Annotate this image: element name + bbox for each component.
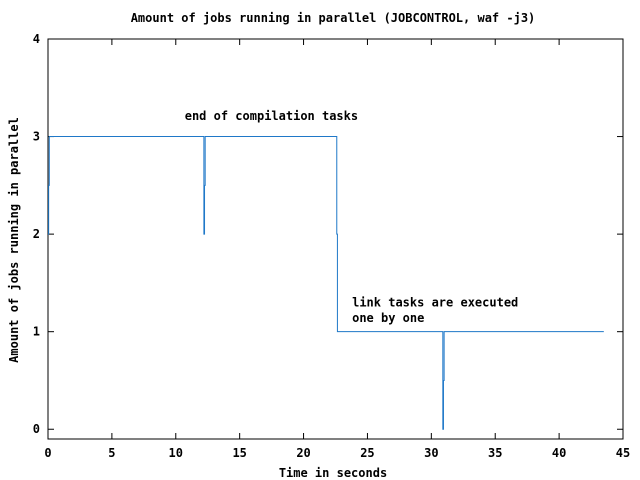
y-tick-label: 1 — [33, 325, 40, 339]
annotation-text: one by one — [352, 311, 424, 325]
y-axis-label: Amount of jobs running in parallel — [7, 117, 21, 363]
x-tick-label: 15 — [232, 446, 246, 460]
x-tick-label: 0 — [44, 446, 51, 460]
annotation-text: link tasks are executed — [352, 295, 518, 309]
y-tick-label: 4 — [33, 32, 40, 46]
x-tick-label: 40 — [552, 446, 566, 460]
x-axis: 0 5 10 15 20 25 30 35 40 45 — [44, 39, 630, 460]
x-tick-label: 30 — [424, 446, 438, 460]
plot-frame — [47, 38, 624, 440]
x-tick-label: 45 — [616, 446, 630, 460]
x-tick-label: 35 — [488, 446, 502, 460]
y-axis: 0 1 2 3 4 — [33, 32, 623, 436]
series-line — [48, 136, 604, 430]
y-tick-label: 0 — [33, 422, 40, 436]
x-axis-label: Time in seconds — [279, 466, 387, 480]
x-tick-label: 10 — [169, 446, 183, 460]
annotation-text: end of compilation tasks — [185, 109, 358, 123]
y-tick-label: 2 — [33, 227, 40, 241]
y-tick-label: 3 — [33, 130, 40, 144]
annotations: end of compilation tasks link tasks are e… — [185, 109, 519, 325]
x-tick-label: 5 — [108, 446, 115, 460]
x-tick-label: 20 — [296, 446, 310, 460]
chart-title: Amount of jobs running in parallel (JOBC… — [131, 11, 536, 25]
x-tick-label: 25 — [360, 446, 374, 460]
